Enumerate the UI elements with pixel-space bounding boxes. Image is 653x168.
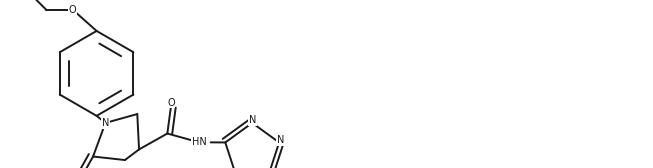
Text: O: O (167, 98, 175, 108)
Text: HN: HN (192, 137, 206, 147)
Text: N: N (249, 115, 256, 125)
Text: N: N (102, 118, 109, 128)
Text: O: O (69, 5, 76, 15)
Text: N: N (278, 135, 285, 145)
